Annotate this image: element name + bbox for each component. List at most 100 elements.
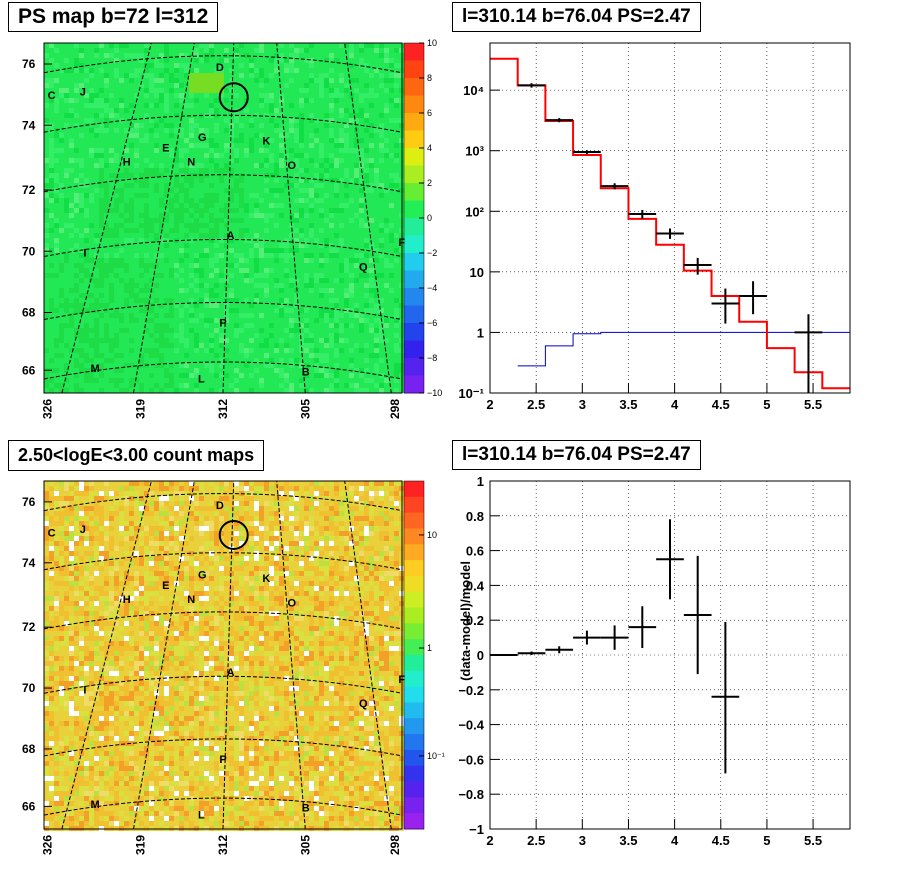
x-tick-label: 4.5 [712,397,730,412]
y-tick-label: −0.4 [458,718,484,733]
x-tick-label: 5.5 [804,397,822,412]
colorbar-cell [404,375,424,394]
x-tick-label: 3 [579,397,586,412]
colorbar-cell [404,591,424,609]
x-tick-label: 326 [41,399,55,419]
y-tick-label: 68 [22,742,36,756]
x-tick-label: 298 [388,835,402,855]
colorbar-cell [404,288,424,306]
x-tick-label: 319 [134,835,148,855]
source-label-D: D [216,62,224,74]
colorbar-cell [404,781,424,798]
y-tick-label: 0 [477,648,484,663]
bottom-right-title: l=310.14 b=76.04 PS=2.47 [452,440,701,470]
source-label-D: D [216,500,224,512]
colorbar-cell [404,560,424,577]
colorbar-tick-label: 4 [427,143,432,153]
count-map [43,480,425,831]
top-right-title: l=310.14 b=76.04 PS=2.47 [452,2,701,32]
y-tick-label: −0.2 [458,683,484,698]
colorbar-cell [404,183,424,201]
y-tick-label: 10⁻¹ [458,386,484,401]
x-tick-label: 5.5 [804,833,822,848]
map-frame [43,480,403,830]
source-label-P: P [219,318,226,330]
grid-lat-arc [43,174,403,193]
colorbar-cell [404,270,424,289]
colorbar-tick-label: −2 [427,248,437,258]
grid-lon-line [222,42,235,394]
model-background-histogram [517,331,850,367]
y-tick-label: 10⁴ [463,83,484,98]
colorbar-cell [404,607,424,624]
grid-lat-arc [43,675,403,694]
x-tick-label: 5 [763,833,770,848]
source-label-E: E [162,143,169,155]
x-tick-label: 2.5 [527,397,545,412]
colorbar-cell [404,813,424,830]
grid-lat-arc [43,114,403,133]
grid-lon-line [276,480,306,830]
source-label-O: O [287,597,296,609]
colorbar-cell [404,544,424,561]
x-tick-label: 312 [216,835,230,855]
y-tick-label: 66 [22,799,36,813]
y-tick-label: −0.8 [458,787,484,802]
colorbar-cell [404,686,424,703]
y-tick-label: 74 [22,556,36,570]
y-tick-label: 10² [465,204,484,219]
colorbar-cell [404,655,424,672]
colorbar-cell [404,235,424,254]
colorbar-cell [404,130,424,149]
x-tick-label: 2 [486,397,493,412]
source-label-E: E [162,580,169,592]
grid-lat-arc [43,797,403,816]
y-axis-label: (data-model)/model [458,561,473,681]
colorbar-cell [404,253,424,271]
y-tick-label: 76 [22,57,36,71]
colorbar-cell [404,78,424,96]
grid-lon-line [276,42,306,394]
spectrum-frame [489,42,851,394]
y-tick-label: 72 [22,620,36,634]
colorbar-cell [404,797,424,814]
x-tick-label: 305 [298,835,312,855]
colorbar-tick-label: 10 [427,530,437,540]
colorbar-cell [404,670,424,688]
colorbar-tick-label: 10⁻¹ [427,751,445,761]
y-tick-label: 74 [22,118,36,132]
source-label-H: H [123,157,131,169]
y-tick-label: 70 [22,681,36,695]
grid-lon-line [344,42,392,394]
grid-lat-arc [43,493,403,512]
grid-lat-arc [43,302,403,320]
source-label-C: C [48,90,56,102]
x-tick-label: 3.5 [619,833,637,848]
colorbar-tick-label: 6 [427,108,432,118]
source-label-L: L [198,810,205,822]
grid-lat-arc [43,361,403,380]
x-tick-label: 3 [579,833,586,848]
colorbar-cell [404,200,424,219]
colorbar-tick-label: 8 [427,73,432,83]
x-tick-label: 305 [298,399,312,419]
grid-lon-line [133,480,195,830]
x-tick-label: 4 [671,833,679,848]
colorbar-cell [404,148,424,166]
grid-lat-arc [43,55,403,74]
source-label-N: N [187,594,195,606]
grid-lat-arc [43,239,403,257]
colorbar-cell [404,575,424,593]
colorbar-cell [404,358,424,376]
model-total-histogram [490,57,850,390]
colorbar-cell [404,340,424,359]
source-label-M: M [91,799,100,811]
grid-lat-arc [43,552,403,571]
colorbar-cell [404,765,424,783]
colorbar-frame [403,480,425,830]
source-label-F: F [398,674,405,686]
source-circle-marker [218,82,249,113]
x-tick-label: 5 [763,397,770,412]
y-tick-label: −0.6 [458,752,484,767]
